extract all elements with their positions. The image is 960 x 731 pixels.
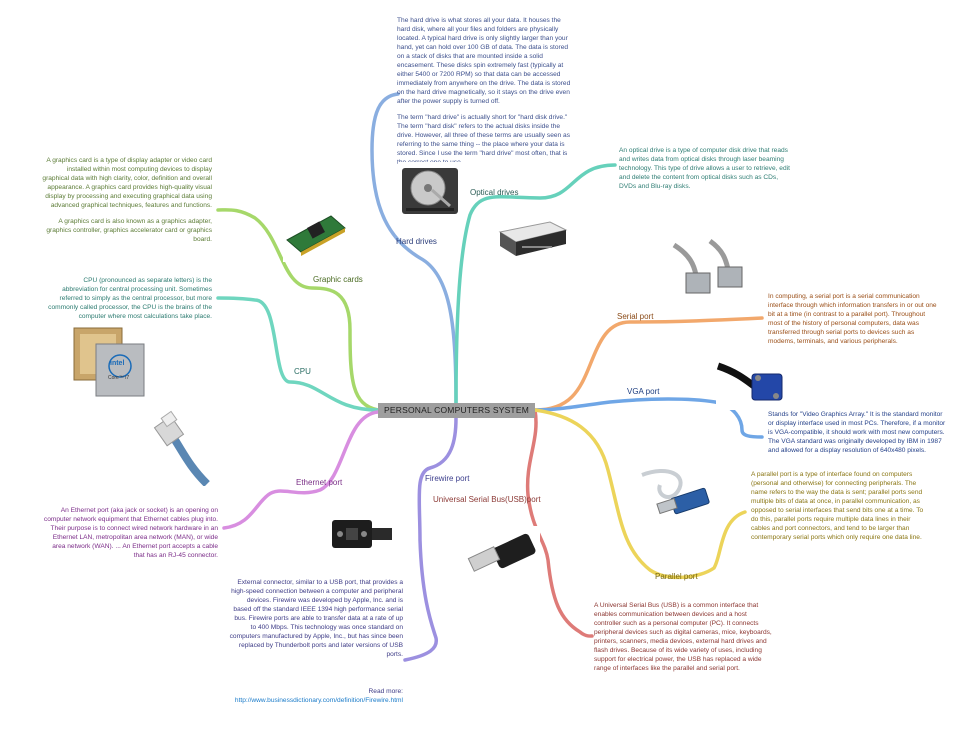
read-more-label: Read more: bbox=[368, 688, 403, 695]
link-graphic-cards bbox=[216, 208, 380, 412]
graphic-cards-label[interactable]: Graphic cards bbox=[313, 275, 363, 284]
cpu-label[interactable]: CPU bbox=[294, 367, 311, 376]
cpu-chip-brand: intel bbox=[110, 360, 125, 367]
graphic-cards-note: A graphics card is a type of display ada… bbox=[40, 156, 212, 251]
serial-port-label[interactable]: Serial port bbox=[617, 312, 654, 321]
read-more-link[interactable]: http://www.businessdictionary.com/defini… bbox=[234, 697, 403, 704]
link-serial-port bbox=[533, 316, 764, 412]
link-ethernet-port bbox=[222, 410, 380, 530]
link-usb-port bbox=[525, 408, 594, 638]
central-topic[interactable]: PERSONAL COMPUTERS SYSTEM bbox=[378, 403, 535, 418]
usb-port-label[interactable]: Universal Serial Bus(USB)port bbox=[433, 495, 541, 504]
graphics-card-image bbox=[283, 210, 347, 262]
hard-drives-label[interactable]: Hard drives bbox=[396, 237, 437, 246]
serial-cable-image bbox=[670, 235, 748, 309]
link-vga-port bbox=[533, 397, 764, 439]
link-firewire-port bbox=[403, 416, 458, 662]
firewire-port-note: External connector, similar to a USB por… bbox=[229, 579, 403, 658]
usb-connector-image bbox=[464, 526, 540, 578]
optical-drives-label[interactable]: Optical drives bbox=[470, 188, 519, 197]
hard-drive-image bbox=[398, 162, 464, 220]
graphic-cards-note-paragraph: A graphics card is also known as a graph… bbox=[46, 218, 212, 243]
optical-drives-note: An optical drive is a type of computer d… bbox=[619, 147, 790, 190]
firewire-connector-image bbox=[326, 506, 394, 568]
link-parallel-port bbox=[533, 408, 747, 580]
optical-drive-image bbox=[494, 212, 570, 262]
link-cpu bbox=[216, 296, 380, 412]
vga-port-label[interactable]: VGA port bbox=[627, 387, 660, 396]
ethernet-port-note: An Ethernet port (aka jack or socket) is… bbox=[43, 507, 218, 559]
parallel-port-note: A parallel port is a type of interface f… bbox=[751, 471, 924, 541]
parallel-port-label[interactable]: Parallel port bbox=[655, 572, 698, 581]
serial-port-note: In computing, a serial port is a serial … bbox=[768, 293, 937, 345]
cpu-image: intel Core™ i7 bbox=[70, 322, 148, 400]
link-hard-drives bbox=[370, 92, 458, 407]
ethernet-port-label[interactable]: Ethernet port bbox=[296, 478, 343, 487]
hard-drives-note-paragraph: The term "hard drive" is actually short … bbox=[397, 114, 570, 166]
firewire-port-label[interactable]: Firewire port bbox=[425, 474, 470, 483]
vga-cable-image bbox=[716, 358, 788, 410]
usb-port-note: A Universal Serial Bus (USB) is a common… bbox=[594, 602, 772, 672]
cpu-chip-model: Core™ i7 bbox=[108, 375, 130, 381]
vga-port-note: Stands for "Video Graphics Array." It is… bbox=[768, 411, 946, 454]
cpu-note: CPU (pronounced as separate letters) is … bbox=[48, 277, 212, 320]
graphic-cards-note-paragraph: A graphics card is a type of display ada… bbox=[42, 157, 212, 209]
hard-drives-note: The hard drive is what stores all your d… bbox=[397, 16, 572, 174]
ethernet-cable-image bbox=[145, 406, 217, 487]
link-optical-drives bbox=[454, 163, 617, 407]
hard-drives-note-paragraph: The hard drive is what stores all your d… bbox=[397, 17, 571, 105]
parallel-cable-image bbox=[638, 465, 714, 525]
firewire-read-more: Read more: http://www.businessdictionary… bbox=[228, 687, 403, 705]
